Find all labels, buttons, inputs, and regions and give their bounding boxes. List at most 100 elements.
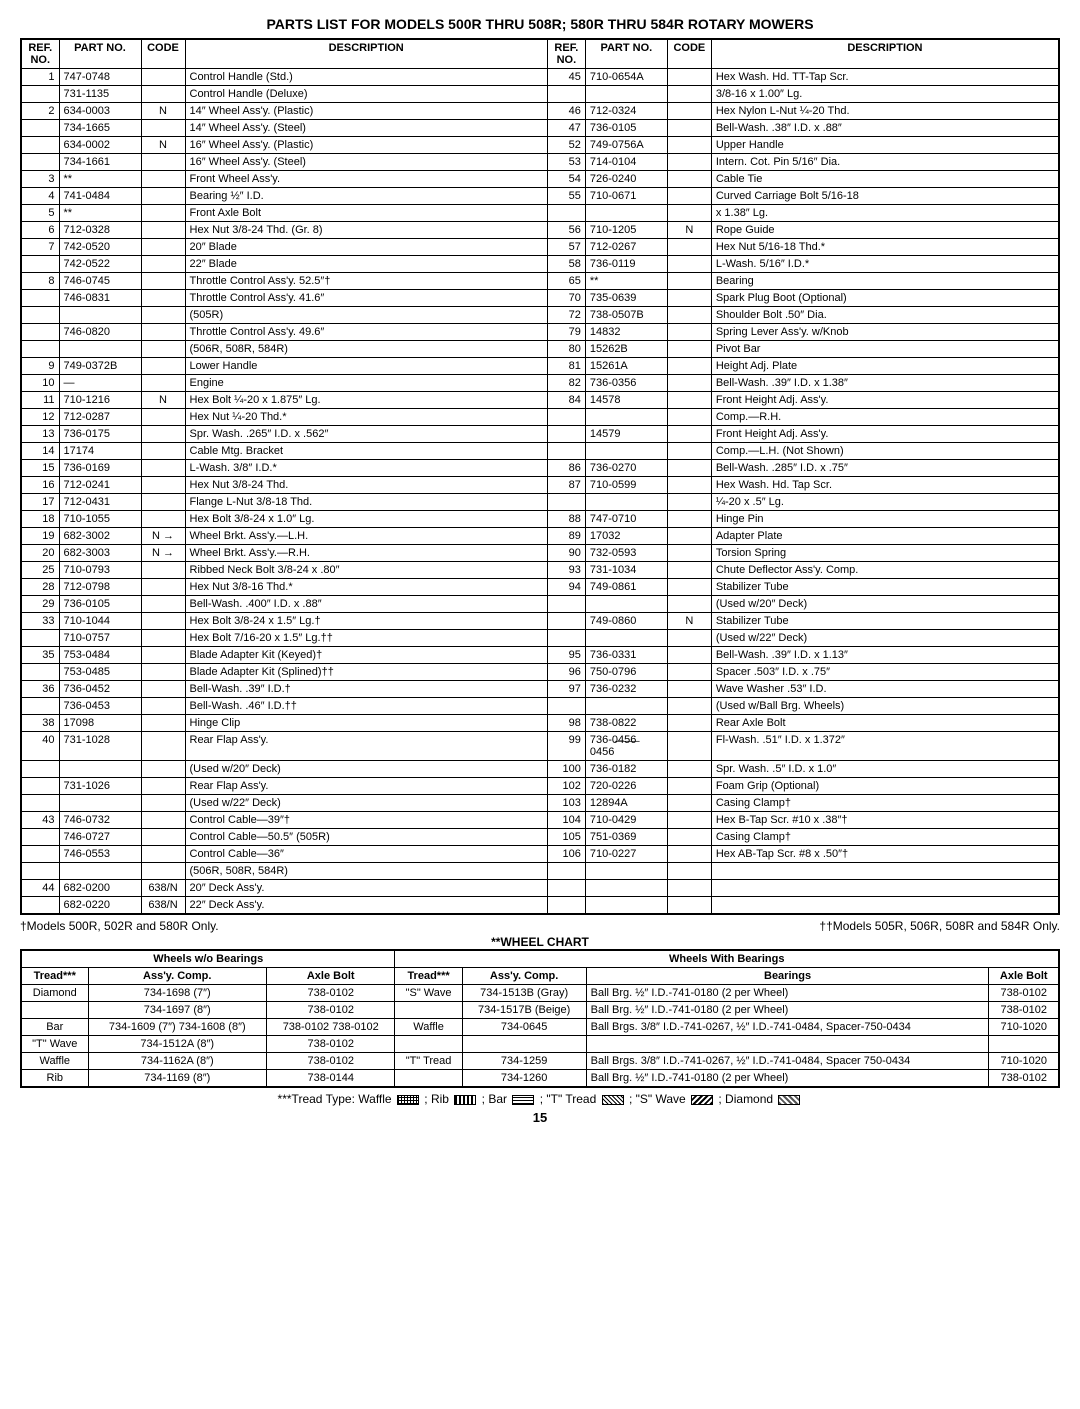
code bbox=[667, 863, 711, 880]
part-no bbox=[59, 863, 141, 880]
wc-cell: 734-1260 bbox=[462, 1070, 586, 1088]
wc-cell: Ball Brg. ½″ I.D.-741-0180 (2 per Wheel) bbox=[586, 985, 989, 1002]
desc: Rope Guide bbox=[711, 222, 1059, 239]
code bbox=[667, 761, 711, 778]
desc: Front Height Adj. Ass'y. bbox=[711, 392, 1059, 409]
part-no: — bbox=[59, 375, 141, 392]
ref-no: 44 bbox=[21, 880, 59, 897]
part-no: 634-0002 bbox=[59, 137, 141, 154]
code bbox=[141, 409, 185, 426]
desc: Bell-Wash. .39″ I.D.† bbox=[185, 681, 547, 698]
desc: Hex Nut 5/16-18 Thd.* bbox=[711, 239, 1059, 256]
desc: Hex Bolt 7/16-20 x 1.5″ Lg.†† bbox=[185, 630, 547, 647]
ref-no bbox=[21, 307, 59, 324]
ref-no: 100 bbox=[547, 761, 585, 778]
desc: x 1.38″ Lg. bbox=[711, 205, 1059, 222]
code bbox=[667, 795, 711, 812]
desc: Upper Handle bbox=[711, 137, 1059, 154]
part-no bbox=[585, 86, 667, 103]
wc-cell: Ball Brgs. 3/8″ I.D.-741-0267, ½″ I.D.-7… bbox=[586, 1053, 989, 1070]
ref-no bbox=[21, 664, 59, 681]
footer-left: †Models 500R, 502R and 580R Only. bbox=[20, 919, 219, 933]
table-row: 734-166514″ Wheel Ass'y. (Steel)47736-01… bbox=[21, 120, 1059, 137]
part-no: 710-1055 bbox=[59, 511, 141, 528]
part-no: 746-0553 bbox=[59, 846, 141, 863]
code bbox=[667, 443, 711, 460]
ref-no: 36 bbox=[21, 681, 59, 698]
ref-no: 58 bbox=[547, 256, 585, 273]
wc-cell: 734-1698 (7″) bbox=[88, 985, 266, 1002]
code bbox=[667, 426, 711, 443]
ref-no: 72 bbox=[547, 307, 585, 324]
table-row: 8746-0745Throttle Control Ass'y. 52.5″†6… bbox=[21, 273, 1059, 290]
desc: Hex Nut ¼-20 Thd.* bbox=[185, 409, 547, 426]
part-no: 736-0169 bbox=[59, 460, 141, 477]
desc: ¼-20 x .5″ Lg. bbox=[711, 494, 1059, 511]
wc-cell: 738-0102 bbox=[266, 1053, 395, 1070]
code bbox=[141, 307, 185, 324]
code bbox=[667, 358, 711, 375]
ref-no bbox=[547, 863, 585, 880]
part-no: 634-0003 bbox=[59, 103, 141, 120]
wc-h2c: Axle Bolt bbox=[266, 968, 395, 985]
desc: Hex Bolt ¼-20 x 1.875″ Lg. bbox=[185, 392, 547, 409]
desc: (Used w/22″ Deck) bbox=[185, 795, 547, 812]
ref-no: 29 bbox=[21, 596, 59, 613]
desc: Stabilizer Tube bbox=[711, 579, 1059, 596]
tf-d: ; Diamond bbox=[718, 1092, 773, 1106]
part-no: 736-0453 bbox=[59, 698, 141, 715]
desc: Hex Bolt 3/8-24 x 1.0″ Lg. bbox=[185, 511, 547, 528]
page-number: 15 bbox=[20, 1110, 1060, 1125]
code bbox=[141, 732, 185, 761]
code bbox=[141, 715, 185, 732]
ref-no: 81 bbox=[547, 358, 585, 375]
hdr-code-r: CODE bbox=[667, 39, 711, 69]
part-no: 742-0522 bbox=[59, 256, 141, 273]
table-row: 29736-0105Bell-Wash. .400″ I.D. x .88″(U… bbox=[21, 596, 1059, 613]
table-row: 25710-0793Ribbed Neck Bolt 3/8-24 x .80″… bbox=[21, 562, 1059, 579]
code bbox=[667, 630, 711, 647]
code bbox=[667, 545, 711, 562]
desc: Wave Washer .53″ I.D. bbox=[711, 681, 1059, 698]
ref-no bbox=[21, 154, 59, 171]
desc: Rear Axle Bolt bbox=[711, 715, 1059, 732]
ref-no bbox=[547, 613, 585, 630]
part-no: 712-0328 bbox=[59, 222, 141, 239]
code bbox=[141, 188, 185, 205]
wc-cell bbox=[586, 1036, 989, 1053]
ref-no: 45 bbox=[547, 69, 585, 86]
tf-pre: ***Tread Type: Waffle bbox=[278, 1092, 392, 1106]
part-no: 726-0240 bbox=[585, 171, 667, 188]
ref-no: 80 bbox=[547, 341, 585, 358]
code: 638/N bbox=[141, 880, 185, 897]
desc: Bearing bbox=[711, 273, 1059, 290]
table-row: 734-1697 (8″)738-0102734-1517B (Beige)Ba… bbox=[21, 1002, 1059, 1019]
code bbox=[667, 829, 711, 846]
wc-cell: 738-0144 bbox=[266, 1070, 395, 1088]
ref-no bbox=[21, 829, 59, 846]
desc: Hex Bolt 3/8-24 x 1.5″ Lg.† bbox=[185, 613, 547, 630]
hdr-ref-r: REF. NO. bbox=[547, 39, 585, 69]
ref-no: 55 bbox=[547, 188, 585, 205]
ref-no: 103 bbox=[547, 795, 585, 812]
table-row: 36736-0452Bell-Wash. .39″ I.D.†97736-023… bbox=[21, 681, 1059, 698]
desc: Blade Adapter Kit (Splined)†† bbox=[185, 664, 547, 681]
wc-cell: Diamond bbox=[21, 985, 88, 1002]
table-row: 746-0727Control Cable—50.5″ (505R)105751… bbox=[21, 829, 1059, 846]
part-no: 736-0356 bbox=[585, 375, 667, 392]
tread-type-footer: ***Tread Type: Waffle ; Rib ; Bar ; "T" … bbox=[20, 1092, 1060, 1106]
ref-no bbox=[547, 880, 585, 897]
code bbox=[667, 511, 711, 528]
part-no: 738-0507B bbox=[585, 307, 667, 324]
desc: Throttle Control Ass'y. 49.6″ bbox=[185, 324, 547, 341]
code bbox=[667, 188, 711, 205]
part-no: 710-1205 bbox=[585, 222, 667, 239]
ref-no bbox=[21, 341, 59, 358]
table-row: Diamond734-1698 (7″)738-0102"S" Wave734-… bbox=[21, 985, 1059, 1002]
desc: Torsion Spring bbox=[711, 545, 1059, 562]
code bbox=[141, 511, 185, 528]
ref-no: 88 bbox=[547, 511, 585, 528]
table-row: 1747-0748Control Handle (Std.)45710-0654… bbox=[21, 69, 1059, 86]
wc-cell: 734-1517B (Beige) bbox=[462, 1002, 586, 1019]
code bbox=[141, 778, 185, 795]
